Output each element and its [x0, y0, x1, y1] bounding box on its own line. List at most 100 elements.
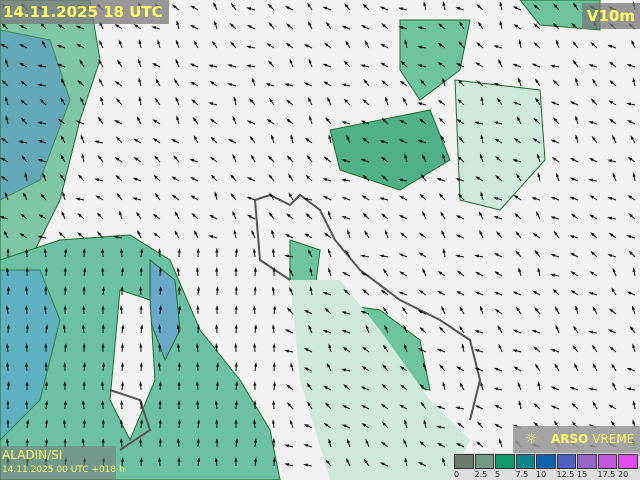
wind-arrow	[173, 155, 180, 163]
wind-arrow	[42, 172, 47, 182]
wind-arrow	[193, 229, 199, 239]
wind-arrow	[120, 267, 125, 277]
wind-arrow	[253, 419, 257, 429]
wind-arrow	[284, 234, 294, 239]
wind-arrow	[398, 7, 408, 11]
wind-arrow	[45, 324, 49, 334]
wind-arrow	[323, 422, 332, 429]
legend-tick-label: 10	[536, 470, 547, 479]
wind-arrow	[436, 178, 446, 182]
wind-arrow	[271, 324, 276, 334]
wind-arrow	[630, 135, 636, 144]
wind-arrow	[306, 382, 313, 391]
wind-arrow	[252, 77, 256, 87]
wind-arrow	[398, 26, 408, 30]
wind-arrow	[422, 210, 427, 220]
wind-arrow	[0, 43, 9, 49]
wind-arrow	[360, 25, 370, 30]
wind-arrow	[513, 24, 522, 30]
wind-arrow	[420, 173, 427, 182]
wind-arrow	[171, 194, 180, 201]
legend-swatch	[536, 454, 556, 469]
wind-arrow	[572, 41, 579, 49]
wind-arrow	[441, 229, 446, 239]
wind-arrow	[608, 232, 617, 239]
wind-arrow	[518, 77, 522, 87]
wind-arrow	[193, 135, 199, 144]
wind-arrow	[403, 324, 408, 334]
wind-arrow	[215, 324, 219, 334]
wind-arrow	[570, 289, 579, 296]
wind-arrow	[120, 286, 124, 296]
wind-arrow	[271, 134, 275, 144]
wind-arrow	[175, 96, 180, 106]
sun-icon: ☼	[525, 431, 538, 447]
wind-arrow	[208, 235, 218, 239]
wind-arrow	[253, 286, 257, 296]
legend-swatch	[474, 454, 494, 469]
wind-arrow	[399, 80, 408, 87]
wind-arrow	[437, 99, 446, 106]
wind-arrow	[178, 305, 182, 315]
wind-arrow	[327, 96, 332, 106]
wind-arrow	[94, 178, 104, 182]
wind-arrow	[365, 438, 370, 448]
wind-arrow	[442, 153, 446, 163]
wind-arrow	[190, 195, 199, 201]
wind-arrow	[440, 135, 446, 144]
wind-arrow	[440, 211, 446, 220]
wind-arrow	[537, 267, 541, 277]
wind-arrow	[589, 157, 598, 163]
wind-arrow	[591, 135, 598, 144]
wind-arrow	[480, 134, 484, 144]
model-name: ALADIN/SI	[2, 448, 63, 462]
wind-arrow	[63, 267, 67, 277]
wind-arrow	[381, 383, 389, 391]
wind-arrow	[493, 121, 503, 125]
wind-arrow	[323, 81, 332, 87]
wind-arrow	[474, 254, 484, 258]
wind-arrow	[230, 41, 237, 49]
wind-arrow	[459, 306, 465, 315]
wind-arrow	[158, 400, 162, 410]
wind-arrow	[436, 405, 446, 410]
wind-arrow	[215, 438, 219, 448]
wind-arrow	[474, 330, 484, 334]
wind-arrow	[20, 80, 28, 87]
wind-arrow	[626, 367, 636, 372]
wind-arrow	[271, 248, 276, 258]
wind-arrow	[419, 440, 427, 448]
wind-arrow	[591, 344, 598, 353]
wind-arrow	[380, 156, 389, 163]
wind-arrow	[550, 139, 560, 144]
wind-arrow	[215, 343, 219, 353]
wind-arrow	[399, 195, 408, 201]
wind-arrow	[550, 196, 560, 201]
wind-arrow	[25, 362, 29, 372]
wind-arrow	[569, 177, 579, 182]
wind-arrow	[97, 231, 104, 239]
wind-arrow	[196, 305, 200, 315]
wind-arrow	[235, 438, 239, 448]
wind-arrow	[64, 248, 68, 258]
wind-arrow	[136, 116, 142, 125]
wind-arrow	[550, 254, 560, 258]
wind-arrow	[515, 306, 522, 315]
wind-arrow	[459, 382, 465, 391]
wind-arrow	[216, 362, 220, 372]
wind-arrow	[101, 286, 105, 296]
wind-arrow	[341, 330, 351, 334]
wind-arrow	[479, 153, 484, 163]
wind-arrow	[289, 58, 294, 68]
wind-arrow	[234, 362, 238, 372]
wind-arrow	[254, 457, 258, 467]
wind-arrow	[304, 137, 313, 144]
wind-arrow	[607, 254, 617, 258]
wind-arrow	[234, 248, 238, 258]
wind-arrow	[626, 120, 636, 125]
wind-arrow	[550, 64, 560, 68]
wind-arrow	[382, 344, 389, 353]
wind-arrow	[272, 362, 276, 372]
wind-arrow	[423, 1, 427, 11]
wind-arrow	[553, 117, 560, 125]
